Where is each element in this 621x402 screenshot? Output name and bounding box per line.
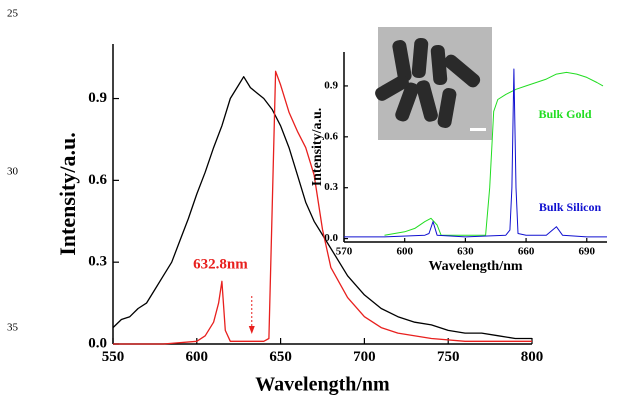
series-label: Bulk Silicon [539, 200, 602, 214]
series-line [113, 70, 532, 345]
y-tick-label: 0.6 [88, 172, 107, 188]
y-tick-label: 0.0 [324, 232, 338, 244]
tem-image [375, 27, 492, 140]
series-label: Bulk Gold [538, 107, 591, 121]
line-number: 30 [7, 166, 19, 178]
x-tick-label: 570 [336, 245, 353, 257]
x-tick-label: 690 [579, 245, 596, 257]
y-tick-label: 0.3 [324, 181, 338, 193]
annotation-text: 632.8nm [193, 256, 248, 272]
x-tick-label: 550 [102, 349, 125, 365]
x-tick-label: 650 [269, 349, 292, 365]
y-axis-label: Intensity/a.u. [55, 132, 80, 255]
y-tick-label: 0.9 [88, 90, 107, 106]
series-line [112, 76, 532, 340]
annotation-arrowhead [248, 326, 255, 334]
y-tick-label: 0.0 [88, 335, 107, 351]
series-line [344, 68, 607, 238]
x-tick-label: 630 [457, 245, 474, 257]
y-axis-label: Intensity/a.u. [310, 108, 325, 187]
x-tick-label: 600 [186, 349, 209, 365]
y-tick-label: 0.6 [324, 130, 338, 142]
x-axis-label: Wavelength/nm [428, 259, 522, 274]
y-tick-label: 0.9 [324, 79, 338, 91]
line-number: 25 [7, 8, 19, 20]
x-tick-label: 600 [396, 245, 413, 257]
y-tick-label: 0.3 [88, 254, 107, 270]
x-tick-label: 660 [518, 245, 535, 257]
x-axis-label: Wavelength/nm [255, 374, 390, 396]
x-tick-label: 750 [437, 349, 460, 365]
x-tick-label: 700 [353, 349, 376, 365]
x-tick-label: 800 [521, 349, 544, 365]
line-number: 35 [7, 322, 19, 334]
series-line [384, 71, 604, 236]
